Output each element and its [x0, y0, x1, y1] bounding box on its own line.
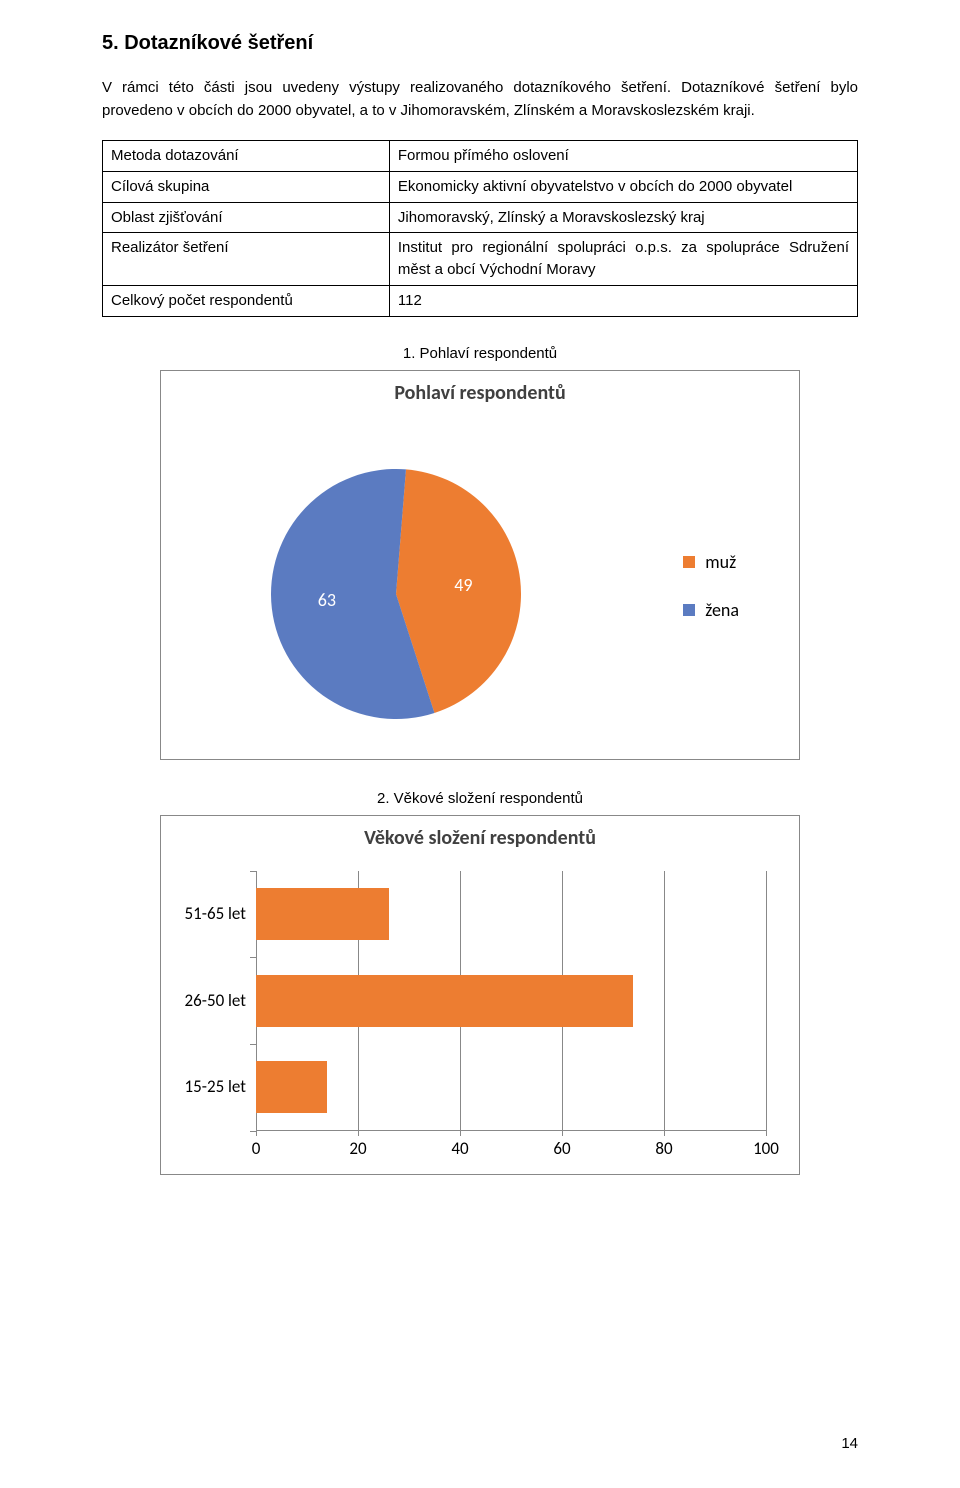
table-cell-key: Metoda dotazování	[103, 141, 390, 172]
intro-paragraph: V rámci této části jsou uvedeny výstupy …	[102, 77, 858, 122]
y-category-label: 51-65 let	[166, 903, 246, 924]
x-tick-label: 80	[655, 1138, 672, 1159]
bar-heading: 2. Věkové složení respondentů	[102, 790, 858, 807]
table-row: Cílová skupinaEkonomicky aktivní obyvate…	[103, 171, 858, 202]
legend-label: žena	[705, 599, 739, 621]
legend-item: žena	[683, 599, 739, 621]
x-tick-label: 40	[451, 1138, 468, 1159]
legend-swatch-icon	[683, 556, 695, 568]
x-tick-label: 20	[349, 1138, 366, 1159]
table-cell-value: Formou přímého oslovení	[389, 141, 857, 172]
table-row: Celkový počet respondentů112	[103, 285, 858, 316]
bar-chart: 02040608010051-65 let26-50 let15-25 let	[256, 871, 766, 1131]
section-heading: 5. Dotazníkové šetření	[102, 32, 858, 55]
legend-label: muž	[705, 551, 736, 573]
x-tick-label: 0	[252, 1138, 261, 1159]
table-cell-key: Celkový počet respondentů	[103, 285, 390, 316]
table-cell-key: Realizátor šetření	[103, 233, 390, 286]
bar	[256, 888, 389, 940]
bar	[256, 1061, 327, 1113]
meta-table: Metoda dotazováníFormou přímého oslovení…	[102, 140, 858, 317]
table-row: Metoda dotazováníFormou přímého oslovení	[103, 141, 858, 172]
x-tick-label: 100	[753, 1138, 779, 1159]
pie-chart-box: Pohlaví respondentů 49 63 muž žena	[160, 370, 800, 760]
pie-slice-label: 49	[454, 574, 472, 596]
y-category-label: 26-50 let	[166, 990, 246, 1011]
legend-swatch-icon	[683, 604, 695, 616]
pie-slice-label: 63	[318, 589, 336, 611]
table-cell-key: Oblast zjišťování	[103, 202, 390, 233]
pie-legend: muž žena	[683, 551, 739, 647]
pie-chart	[271, 469, 521, 719]
pie-heading: 1. Pohlaví respondentů	[102, 345, 858, 362]
bar-title: Věkové složení respondentů	[161, 816, 799, 850]
x-tick-label: 60	[553, 1138, 570, 1159]
pie-title: Pohlaví respondentů	[161, 371, 799, 405]
bar-chart-box: Věkové složení respondentů 0204060801005…	[160, 815, 800, 1175]
bar	[256, 975, 633, 1027]
table-cell-key: Cílová skupina	[103, 171, 390, 202]
table-row: Realizátor šetřeníInstitut pro regionáln…	[103, 233, 858, 286]
table-row: Oblast zjišťováníJihomoravský, Zlínský a…	[103, 202, 858, 233]
y-category-label: 15-25 let	[166, 1076, 246, 1097]
table-cell-value: Institut pro regionální spolupráci o.p.s…	[389, 233, 857, 286]
table-cell-value: 112	[389, 285, 857, 316]
table-cell-value: Ekonomicky aktivní obyvatelstvo v obcích…	[389, 171, 857, 202]
legend-item: muž	[683, 551, 739, 573]
page-number: 14	[841, 1435, 858, 1452]
table-cell-value: Jihomoravský, Zlínský a Moravskoslezský …	[389, 202, 857, 233]
